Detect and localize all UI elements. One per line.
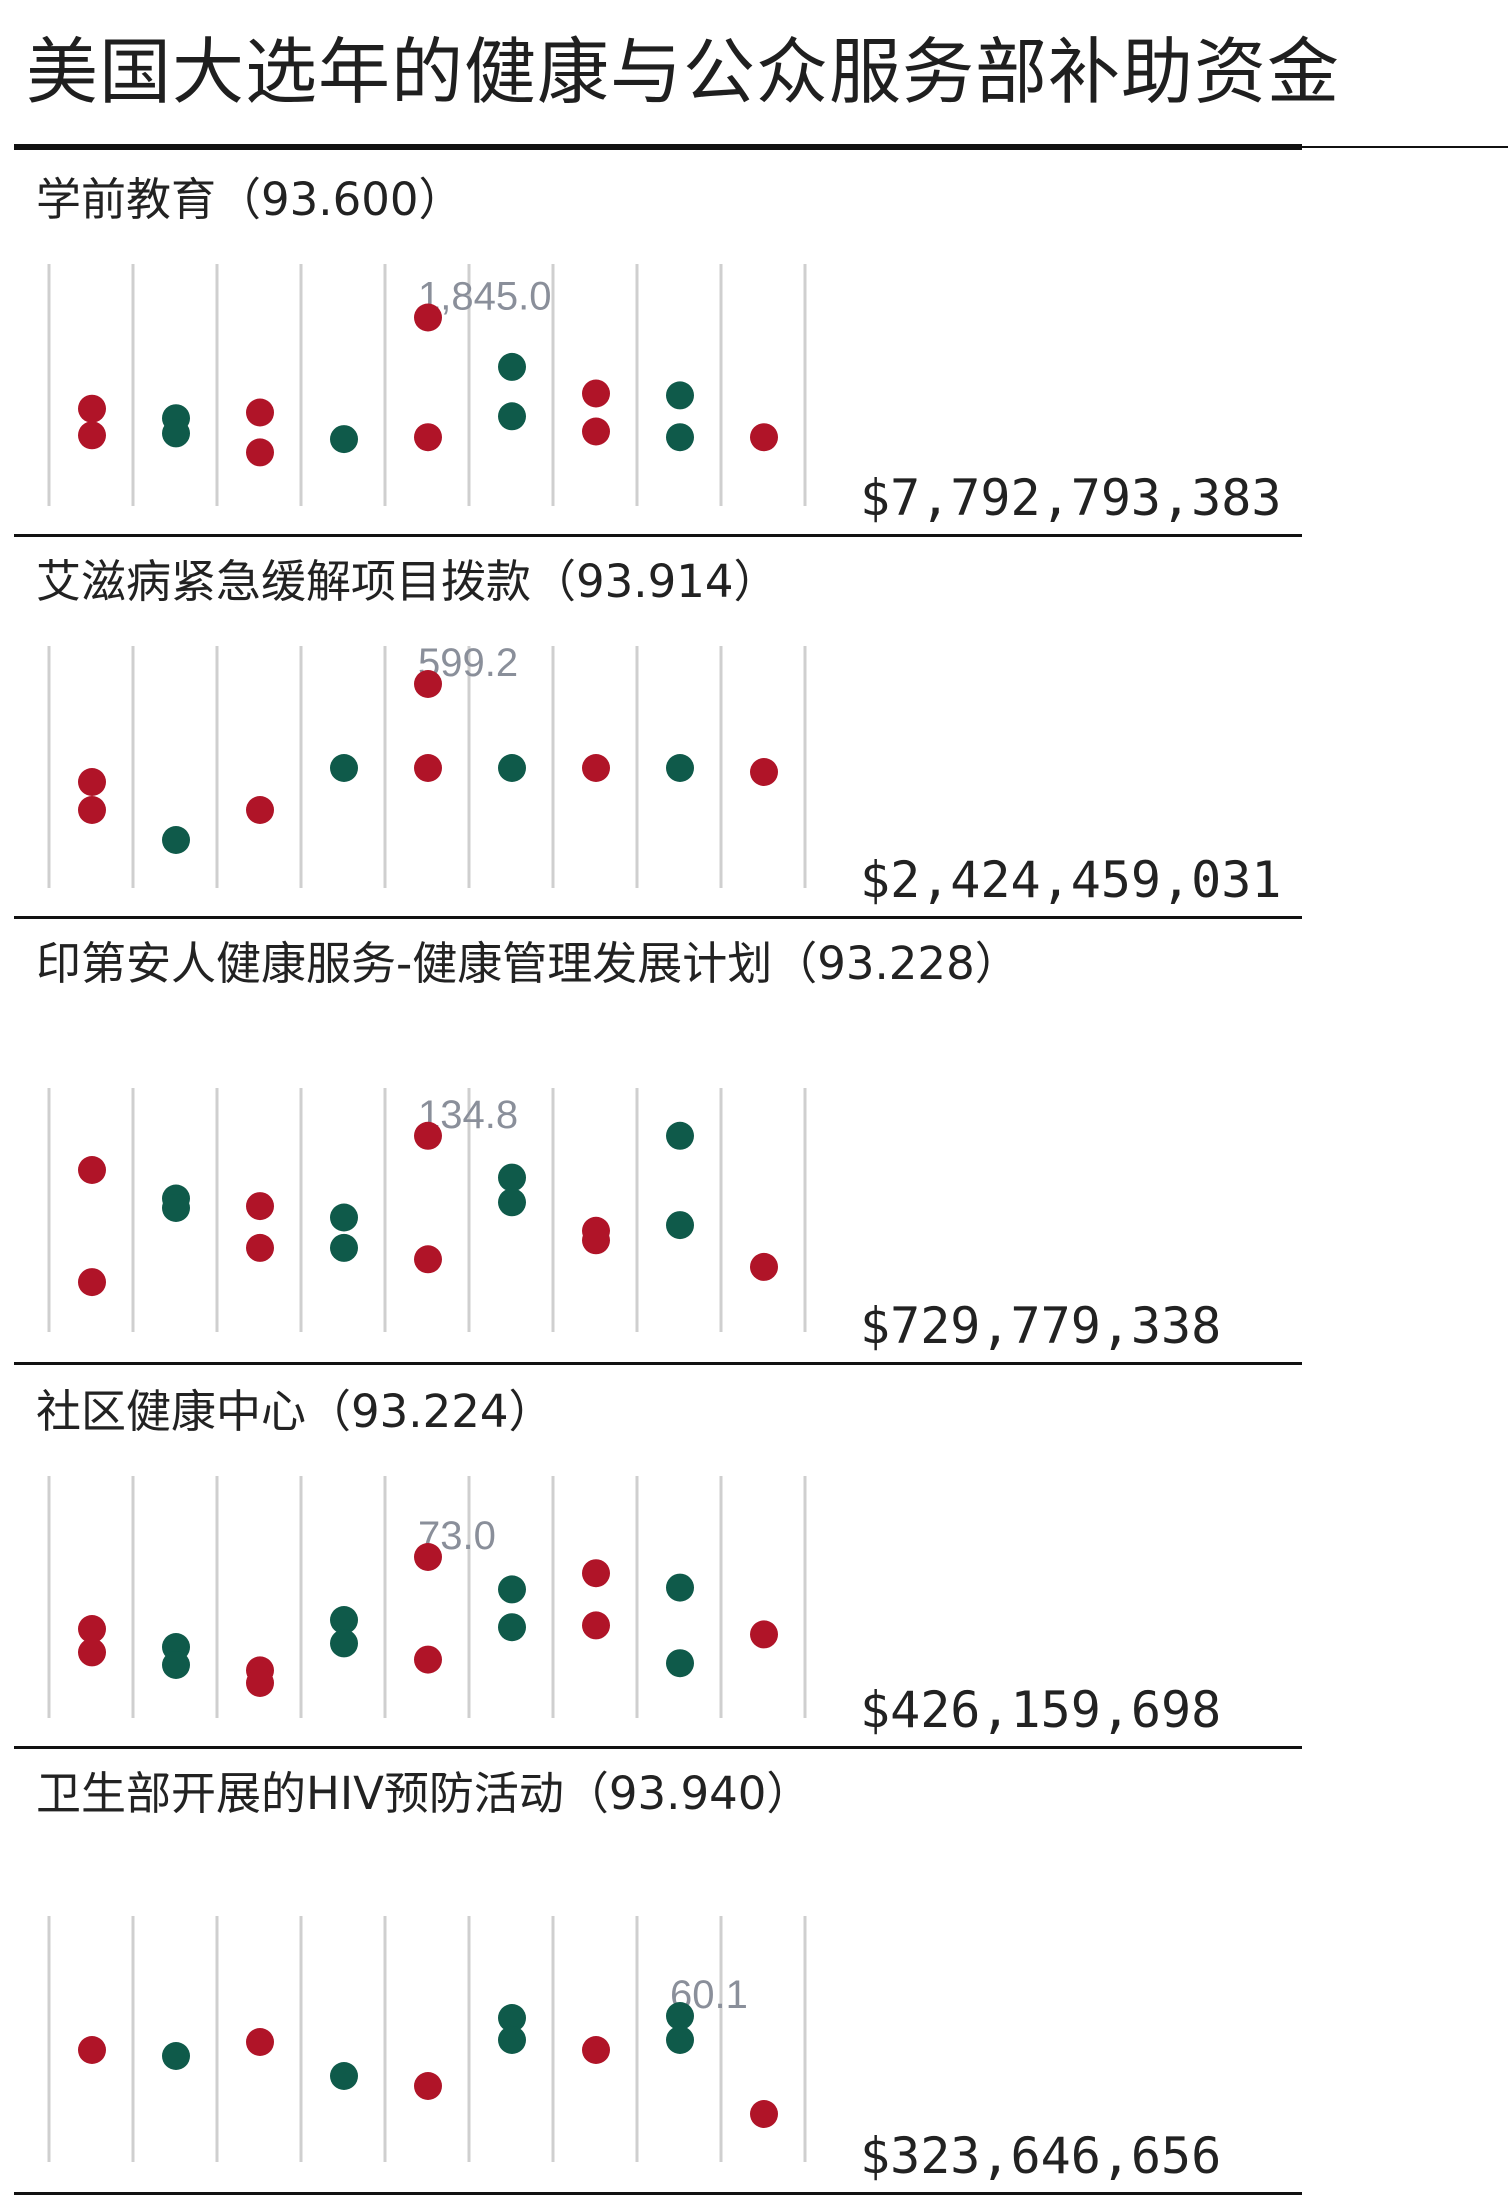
data-point-red <box>246 1192 274 1221</box>
chart-hiv-prevention: 卫生部开展的HIV预防活动（93.940） 60.1 $323,646,656 <box>0 1762 1509 2202</box>
data-point-red <box>750 1252 778 1281</box>
data-point-red <box>78 768 106 796</box>
section-rule <box>14 916 1302 919</box>
data-point-red <box>414 423 442 452</box>
data-point-red <box>246 438 274 467</box>
data-point-red <box>582 2036 610 2064</box>
data-point-green <box>666 2002 694 2030</box>
data-point-red <box>78 1156 106 1184</box>
data-point-green <box>330 1606 358 1634</box>
data-point-red <box>246 1233 274 1262</box>
data-point-green <box>162 1194 190 1222</box>
data-point-green <box>162 2042 190 2070</box>
data-point-green <box>666 754 694 782</box>
data-point-red <box>78 1615 106 1643</box>
data-point-green <box>330 754 358 782</box>
chart-total: $729,779,338 <box>860 1297 1222 1355</box>
data-point-green <box>666 1573 694 1602</box>
data-point-green <box>498 1613 526 1642</box>
chart-total: $7,792,793,383 <box>860 469 1282 527</box>
chart-total: $323,646,656 <box>860 2127 1222 2185</box>
data-point-red <box>750 758 778 786</box>
data-point-red <box>414 1645 442 1674</box>
data-point-red <box>414 1245 442 1274</box>
data-point-red <box>582 1226 610 1255</box>
section-rule <box>14 1746 1302 1749</box>
chart-total: $2,424,459,031 <box>860 851 1282 909</box>
data-point-green <box>330 1629 358 1658</box>
data-point-red <box>582 417 610 446</box>
data-point-red <box>582 1611 610 1640</box>
data-point-red <box>414 670 442 698</box>
data-point-red <box>414 754 442 782</box>
data-point-red <box>78 1268 106 1297</box>
data-point-green <box>666 381 694 410</box>
data-point-red <box>246 2028 274 2056</box>
section-rule <box>14 534 1302 537</box>
data-point-red <box>78 394 106 423</box>
data-point-red <box>78 2036 106 2064</box>
data-point-red <box>750 423 778 452</box>
data-point-red <box>750 1620 778 1649</box>
chart-indian-health: 印第安人健康服务-健康管理发展计划（93.228） 134.8 $729,779… <box>0 932 1509 1372</box>
data-point-green <box>330 425 358 454</box>
chart-title: 卫生部开展的HIV预防活动（93.940） <box>36 1767 812 1820</box>
dot-plot: 73.0 <box>47 1476 807 1718</box>
section-rule <box>14 2192 1302 2195</box>
chart-title: 社区健康中心（93.224） <box>36 1385 554 1438</box>
data-point-green <box>330 1233 358 1262</box>
data-point-green <box>666 423 694 452</box>
dot-plot: 599.2 <box>47 641 807 888</box>
data-point-green <box>162 1651 190 1679</box>
data-point-red <box>414 1543 442 1571</box>
data-point-green <box>498 1188 526 1217</box>
data-point-red <box>246 1669 274 1697</box>
data-point-green <box>498 352 526 381</box>
data-point-green <box>162 419 190 448</box>
chart-community-health: 社区健康中心（93.224） 73.0 $426,159,698 <box>0 1380 1509 1752</box>
data-point-red <box>78 796 106 824</box>
dot-plot: 134.8 <box>47 1088 807 1332</box>
data-point-green <box>498 1163 526 1192</box>
chart-preschool: 学前教育（93.600） 1,845.0 $7,792,793,383 <box>0 168 1509 540</box>
data-point-green <box>666 1121 694 1150</box>
data-point-red <box>246 796 274 824</box>
data-point-red <box>582 1559 610 1588</box>
data-point-green <box>498 2026 526 2054</box>
chart-aids-relief: 艾滋病紧急缓解项目拨款（93.914） 599.2 $2,424,459,031 <box>0 550 1509 922</box>
data-point-green <box>666 1211 694 1240</box>
data-point-green <box>330 1203 358 1232</box>
title-rule-extension <box>1302 146 1508 148</box>
chart-title: 印第安人健康服务-健康管理发展计划（93.228） <box>36 937 1020 990</box>
data-point-red <box>246 398 274 427</box>
dot-plot: 60.1 <box>47 1916 807 2162</box>
data-point-red <box>78 1638 106 1667</box>
chart-title: 艾滋病紧急缓解项目拨款（93.914） <box>36 555 779 608</box>
data-point-red <box>414 2072 442 2100</box>
data-point-green <box>666 2026 694 2054</box>
data-point-green <box>498 402 526 431</box>
dot-plot: 1,845.0 <box>47 264 807 506</box>
data-point-green <box>666 1649 694 1678</box>
section-rule <box>14 1362 1302 1365</box>
data-point-red <box>414 303 442 332</box>
data-point-red <box>78 421 106 450</box>
chart-total: $426,159,698 <box>860 1681 1222 1739</box>
data-point-red <box>414 1121 442 1150</box>
data-point-green <box>498 1575 526 1604</box>
data-point-red <box>750 2100 778 2128</box>
chart-title: 学前教育（93.600） <box>36 173 464 226</box>
page-title: 美国大选年的健康与公众服务部补助资金 <box>26 30 1341 114</box>
data-point-red <box>582 754 610 782</box>
data-point-green <box>498 2004 526 2032</box>
data-point-green <box>498 754 526 782</box>
title-rule <box>14 144 1302 150</box>
data-point-red <box>582 379 610 408</box>
data-point-green <box>330 2062 358 2090</box>
data-point-green <box>162 826 190 854</box>
